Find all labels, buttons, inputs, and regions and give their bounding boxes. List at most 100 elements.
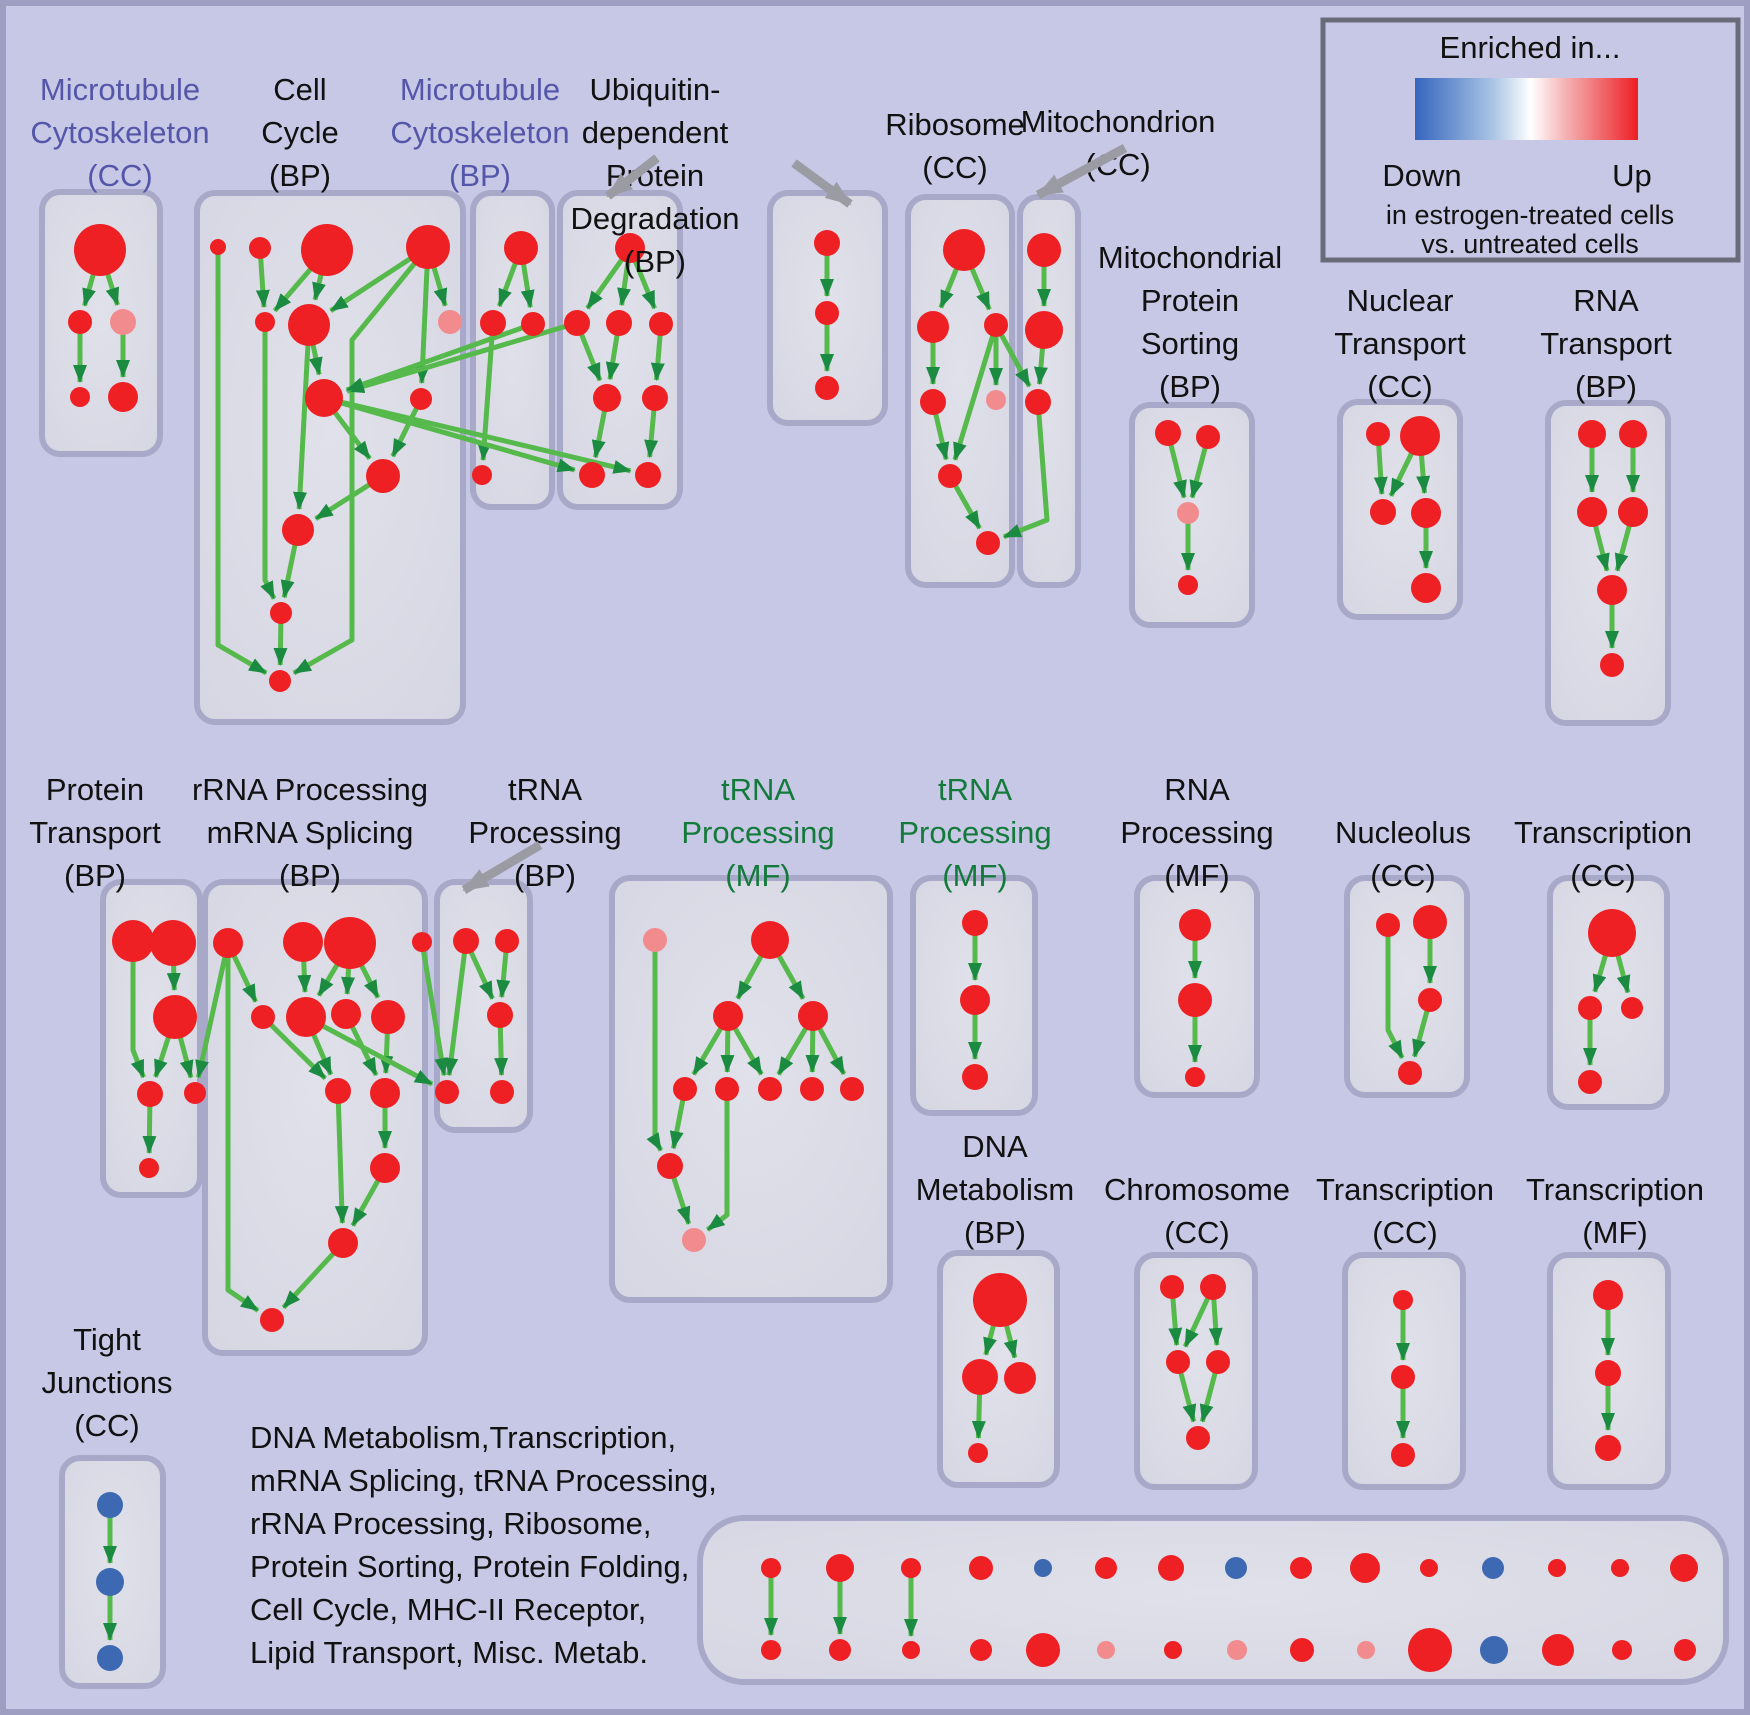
go-term-node-pink (682, 1228, 706, 1252)
go-term-node-red (1400, 416, 1440, 456)
legend-title: Enriched in... (1440, 30, 1621, 65)
cluster-label-ubiquitin-dependent-protein-degradation-bp: Ubiquitin- (590, 72, 721, 107)
go-term-node-red (826, 1554, 854, 1582)
go-term-node-red (1420, 1559, 1438, 1577)
go-term-node-red (1200, 1274, 1226, 1300)
cluster-box-chromosome-cc (1134, 1252, 1258, 1490)
cluster-label-rrna-processing-mrna-splicing-bp: rRNA Processing (192, 772, 428, 807)
go-term-node-red (673, 1077, 697, 1101)
go-term-node-red (1160, 1275, 1184, 1299)
cluster-box-misc-cluster (697, 1515, 1729, 1685)
go-term-node-red (283, 922, 323, 962)
cluster-box-nuclear-transport-cc (1337, 399, 1463, 620)
cluster-label-microtubule-cytoskeleton-bp: Cytoskeleton (390, 115, 569, 150)
go-term-node-red (829, 1639, 851, 1661)
go-term-node-red (902, 1641, 920, 1659)
go-term-node-red (1095, 1557, 1117, 1579)
go-term-node-red (1350, 1553, 1380, 1583)
go-term-node-red (1618, 497, 1648, 527)
go-term-node-red (137, 1081, 163, 1107)
go-term-node-red (1391, 1365, 1415, 1389)
go-term-node-blue (97, 1645, 123, 1671)
note-line: Cell Cycle, MHC-II Receptor, (250, 1592, 646, 1627)
legend-down-label: Down (1382, 158, 1461, 193)
go-term-node-red (1588, 909, 1636, 957)
cluster-label-trna-processing-bp: tRNA (508, 772, 582, 807)
go-term-node-red (1026, 1633, 1060, 1667)
go-term-node-red (410, 388, 432, 410)
go-term-node-red (305, 379, 343, 417)
go-term-node-red (1621, 997, 1643, 1019)
go-term-node-red (968, 1443, 988, 1463)
cluster-label-protein-transport-bp: (BP) (64, 858, 126, 893)
go-term-node-red (249, 237, 271, 259)
cluster-label-rna-transport-bp: RNA (1573, 283, 1639, 318)
go-term-node-red (269, 670, 291, 692)
go-term-node-red (1578, 420, 1606, 448)
note-line: Protein Sorting, Protein Folding, (250, 1549, 689, 1584)
legend-up-label: Up (1612, 158, 1652, 193)
cluster-label-tight-junctions-cc: Tight (73, 1322, 141, 1357)
go-term-node-red (150, 920, 196, 966)
go-term-node-red (593, 384, 621, 412)
go-term-node-red (1593, 1280, 1623, 1310)
go-term-node-red (325, 1078, 351, 1104)
legend: Enriched in... Down Up in estrogen-treat… (1320, 17, 1741, 263)
go-term-node-red (288, 304, 330, 346)
cluster-label-rna-processing-mf: RNA (1164, 772, 1230, 807)
go-term-node-red (472, 465, 492, 485)
go-term-node-blue (1225, 1557, 1247, 1579)
cluster-box-mitochondrion-cc (1017, 194, 1081, 588)
go-term-node-red (112, 920, 154, 962)
go-term-node-red (1004, 1362, 1036, 1394)
go-term-node-red (970, 1639, 992, 1661)
go-term-node-red (1196, 425, 1220, 449)
go-term-node-red (1391, 1443, 1415, 1467)
edge (646, 940, 664, 1152)
go-term-node-red (713, 1001, 743, 1031)
go-term-node-red (70, 387, 90, 407)
go-term-node-red (814, 230, 840, 256)
go-term-node-red (1179, 909, 1211, 941)
go-term-node-red (1398, 1061, 1422, 1085)
go-term-node-red (490, 1080, 514, 1104)
go-term-node-red (328, 1228, 358, 1258)
go-term-node-red (606, 310, 632, 336)
go-term-node-red (1595, 1360, 1621, 1386)
cluster-label-rna-processing-mf: (MF) (1164, 858, 1229, 893)
cluster-label-mitochondrial-protein-sorting-bp: Mitochondrial (1098, 240, 1282, 275)
go-term-node-red (282, 514, 314, 546)
go-term-node-red (251, 1005, 275, 1029)
edge (415, 246, 431, 385)
cluster-label-transcription-cc-2: Transcription (1316, 1172, 1494, 1207)
edge (292, 245, 430, 676)
go-term-node-red (1674, 1639, 1696, 1661)
go-term-node-red (1206, 1350, 1230, 1374)
cluster-label-trna-processing-mf-1: Processing (681, 815, 834, 850)
go-term-node-red (1290, 1638, 1314, 1662)
cluster-label-transcription-cc-1: (CC) (1570, 858, 1635, 893)
go-term-node-red (504, 231, 538, 265)
cluster-label-protein-transport-bp: Protein (46, 772, 144, 807)
go-term-node-red (962, 910, 988, 936)
go-term-node-red (962, 1359, 998, 1395)
go-term-node-red (1595, 1435, 1621, 1461)
go-term-node-red (1542, 1634, 1574, 1666)
edge (334, 1090, 349, 1225)
go-term-node-blue (1480, 1636, 1508, 1664)
cluster-label-rna-transport-bp: Transport (1540, 326, 1672, 361)
go-term-node-blue (97, 1492, 123, 1518)
cluster-label-trna-processing-mf-2: (MF) (942, 858, 1007, 893)
go-term-node-blue (1482, 1557, 1504, 1579)
cluster-label-nucleolus-cc: (CC) (1370, 858, 1435, 893)
go-term-node-red (108, 382, 138, 412)
go-term-node-red (1025, 311, 1063, 349)
go-term-node-red (1577, 497, 1607, 527)
edge (1002, 401, 1050, 540)
go-term-node-red (1155, 420, 1181, 446)
go-term-node-red (324, 917, 376, 969)
cluster-label-transcription-cc-1: Transcription (1514, 815, 1692, 850)
cluster-label-mitochondrial-protein-sorting-bp: (BP) (1159, 369, 1221, 404)
cluster-box-rrna-processing-mrna-splicing-bp (202, 879, 428, 1356)
